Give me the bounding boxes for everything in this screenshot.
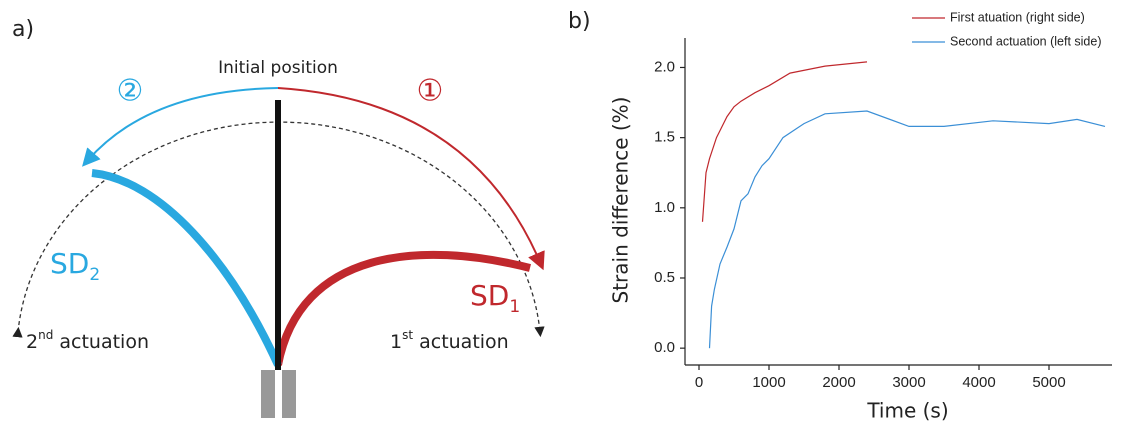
act2-text: actuation <box>53 331 149 353</box>
act1-num: 1 <box>390 331 402 353</box>
sd1-label: SD1 <box>470 279 520 317</box>
x-tick-label: 0 <box>695 374 703 391</box>
x-tick-label: 5000 <box>1032 374 1065 391</box>
sd2-text: SD <box>50 247 89 280</box>
y-tick-label: 0.5 <box>654 269 675 286</box>
act1-sup: st <box>402 328 413 342</box>
clamp-slot <box>275 370 282 418</box>
arrow-right <box>277 87 545 271</box>
act2-label: 2nd actuation <box>26 328 149 353</box>
x-tick-label: 1000 <box>752 374 785 391</box>
y-tick-label: 1.5 <box>654 129 675 146</box>
x-tick-label: 2000 <box>822 374 855 391</box>
step-1: ① <box>417 74 444 109</box>
panel-label: a) <box>12 17 34 42</box>
legend-label: First atuation (right side) <box>950 10 1085 24</box>
act2-num: 2 <box>26 331 38 353</box>
act1-text: actuation <box>413 331 509 353</box>
arrow-left <box>82 87 279 167</box>
y-axis-title: Strain difference (%) <box>609 97 633 304</box>
step-2: ② <box>117 74 144 109</box>
y-tick-label: 2.0 <box>654 58 675 75</box>
act1-label: 1st actuation <box>390 328 509 353</box>
panel-label: b) <box>568 9 591 34</box>
x-tick-label: 3000 <box>892 374 925 391</box>
sd1-sub: 1 <box>509 297 520 317</box>
act2-sup: nd <box>38 328 53 342</box>
y-tick-label: 1.0 <box>654 199 675 216</box>
initial-label: Initial position <box>218 58 338 78</box>
sd2-label: SD2 <box>50 247 100 285</box>
legend-label: Second actuation (left side) <box>950 34 1101 48</box>
x-tick-label: 4000 <box>962 374 995 391</box>
sd2-sub: 2 <box>89 265 100 285</box>
beam-left <box>91 169 282 367</box>
series-line <box>708 110 1106 349</box>
plot: 0.0 0.5 1.0 1.5 2.0 0 1000 2000 3000 4000 5000 Firs… <box>654 10 1112 391</box>
sd1-text: SD <box>470 279 509 312</box>
y-tick-label: 0.0 <box>654 339 675 356</box>
series-line <box>701 61 868 222</box>
beam-right <box>274 250 531 366</box>
x-axis-title: Time (s) <box>866 399 948 423</box>
